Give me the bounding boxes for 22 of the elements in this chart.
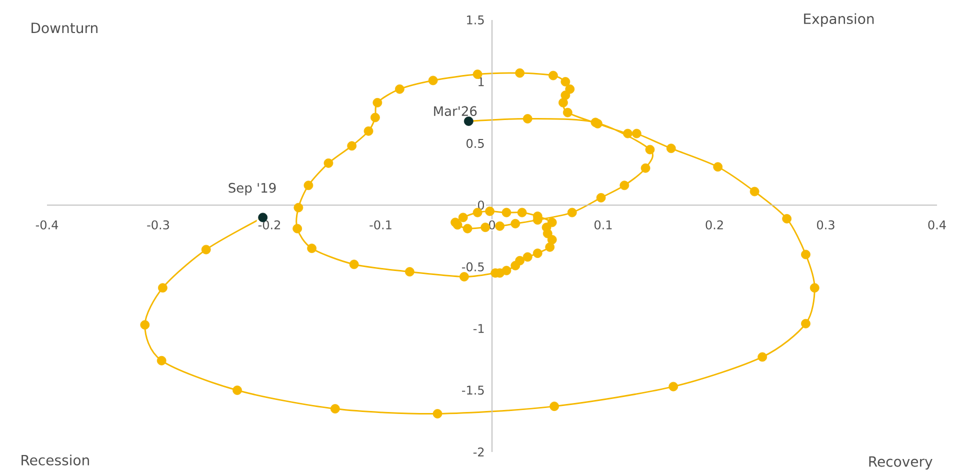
x-tick-label: -0.1: [370, 220, 392, 230]
annotation: Mar'26: [434, 106, 477, 116]
y-tick-label: -0.5: [462, 262, 484, 272]
x-tick-label: 0: [488, 220, 496, 230]
x-tick-label: 0.3: [817, 220, 834, 230]
x-tick-label: 0.2: [706, 220, 723, 230]
x-tick-label: -0.2: [258, 220, 280, 230]
y-tick-label: -1.5: [462, 386, 484, 395]
annotation: Sep '19: [228, 182, 276, 196]
text: Recession: [22, 454, 89, 466]
annotation: Expansion: [804, 13, 874, 27]
x-tick-label: 0.4: [928, 220, 946, 230]
y-tick-label: -1: [473, 324, 484, 333]
y-tick-label: 0.5: [466, 138, 484, 148]
y-tick-label: 1.5: [467, 16, 484, 24]
x-tick-label: 0.1: [594, 220, 612, 230]
x-tick-label: -0.3: [147, 220, 170, 230]
y-tick-label: -2: [473, 448, 484, 456]
x-tick-label: -0.4: [36, 220, 58, 230]
text: Recovery: [869, 456, 932, 470]
y-tick-label: 0: [478, 200, 484, 210]
annotation: Downturn: [32, 22, 98, 34]
